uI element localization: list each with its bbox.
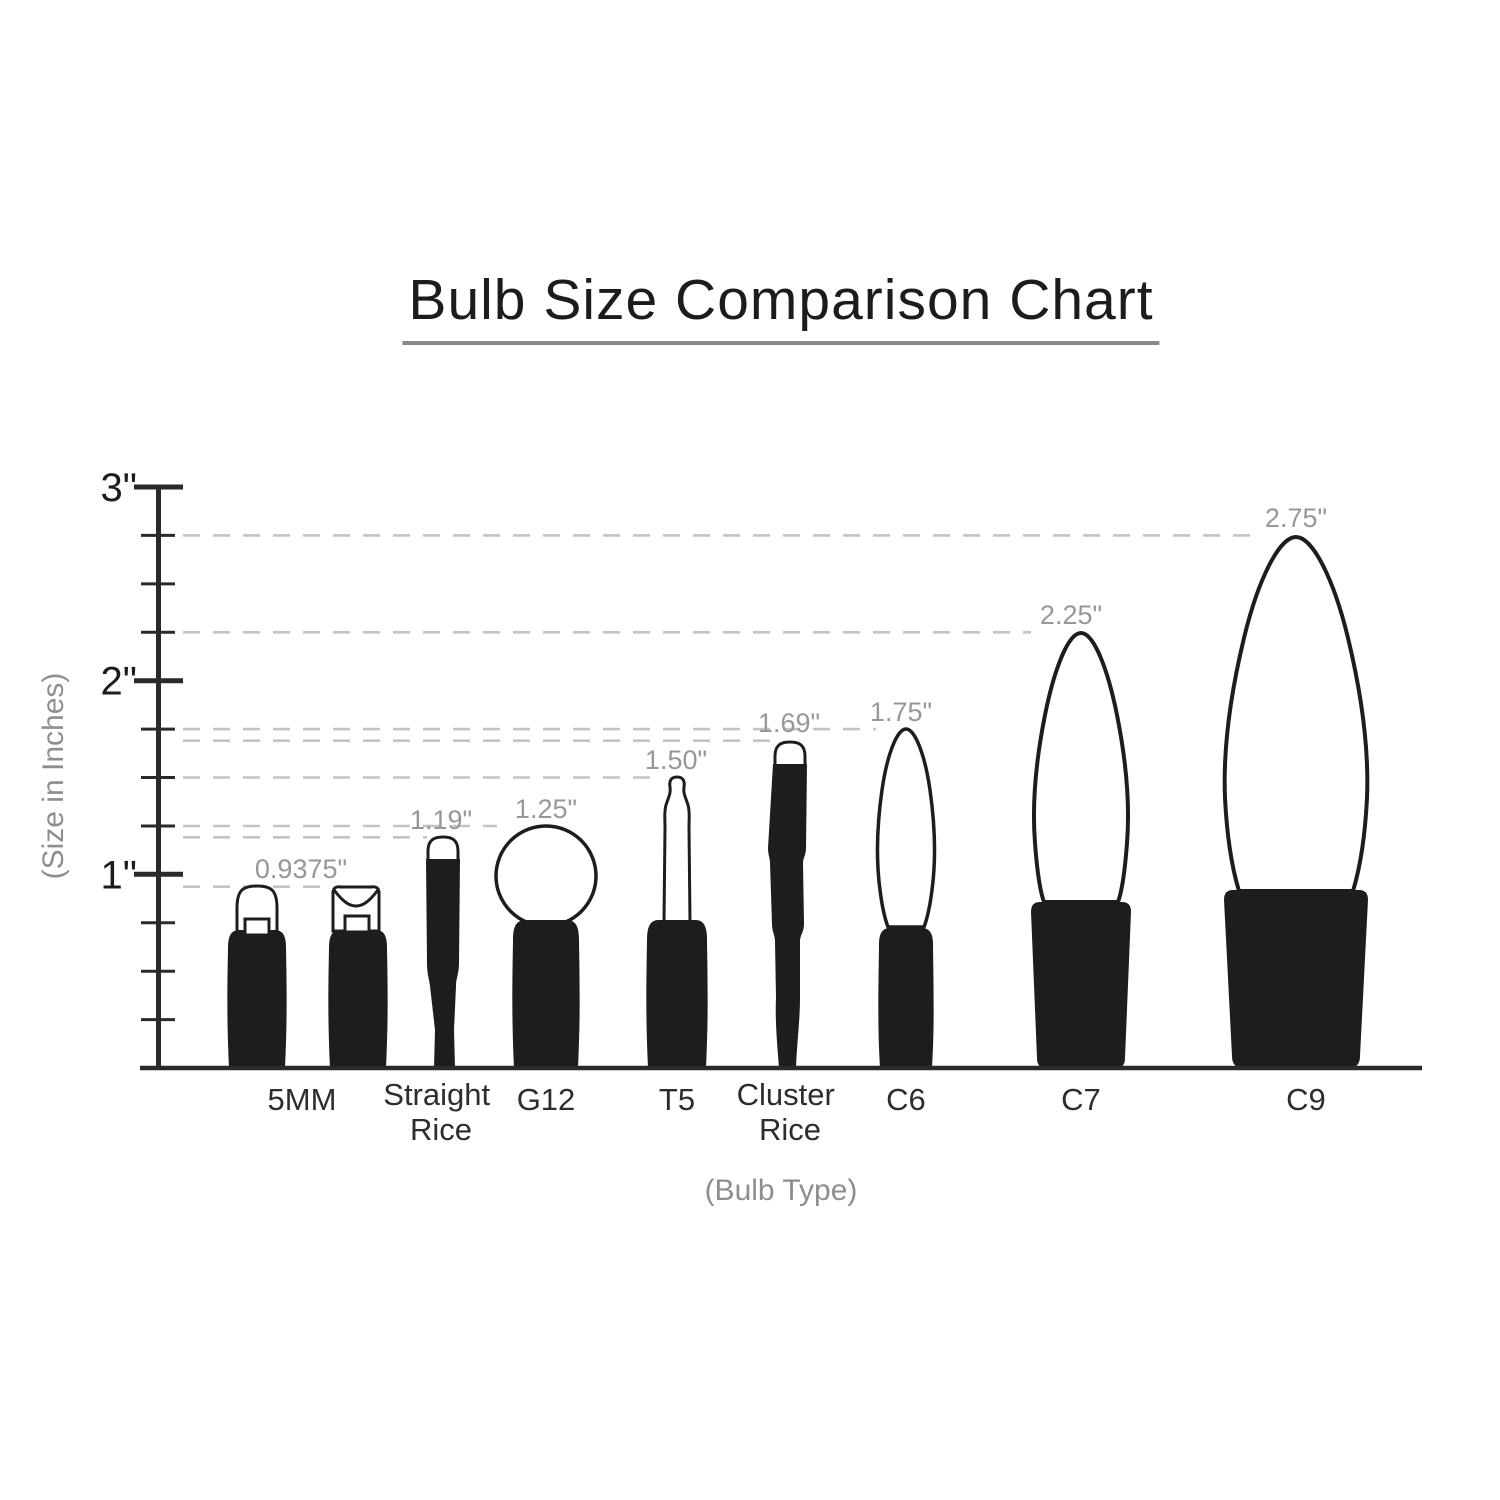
bulb-c7 <box>1031 630 1131 1068</box>
straight-rice-shaft-shape <box>426 859 460 1068</box>
category-label-line: Rice <box>410 1112 472 1147</box>
size-label-straight-rice: 1.19" <box>410 805 472 835</box>
category-label-line: Cluster <box>737 1077 835 1112</box>
bulb-g12 <box>494 824 598 1068</box>
category-label-line: C7 <box>1061 1082 1101 1117</box>
5mm-dome-socket-shape <box>227 930 287 1068</box>
size-labels: 0.9375" 1.19" 1.25" 1.50" 1.69" 1.75" 2.… <box>255 503 1327 884</box>
5mm-concave-clip-notch <box>343 914 371 934</box>
bulb-5mm-concave <box>328 885 388 1068</box>
category-label-cluster-rice: Cluster Rice <box>737 1077 844 1147</box>
bulb-cluster-rice <box>768 740 807 1068</box>
size-label-t5: 1.50" <box>645 745 707 775</box>
category-label-line: Rice <box>759 1112 821 1147</box>
x-axis-caption: (Bulb Type) <box>705 1174 858 1207</box>
y-tick-label-3in: 3" <box>101 466 137 510</box>
size-label-c7: 2.25" <box>1040 600 1102 630</box>
size-label-g12: 1.25" <box>515 794 577 824</box>
bulb-c6 <box>875 727 937 1068</box>
c7-socket-shape <box>1031 902 1131 1068</box>
category-label-line: 5MM <box>268 1082 337 1117</box>
guide-lines <box>183 534 1259 889</box>
category-label-c7: C7 <box>1061 1082 1101 1117</box>
size-label-cluster-rice: 1.69" <box>758 708 820 738</box>
g12-globe-shape <box>494 824 598 928</box>
category-label-line: C6 <box>886 1082 926 1117</box>
category-label-line: Straight <box>383 1077 490 1112</box>
bulb-c9 <box>1222 534 1370 1068</box>
category-label-straight-rice: Straight Rice <box>383 1077 498 1147</box>
category-label-c6: C6 <box>886 1082 926 1117</box>
bulb-straight-rice <box>426 835 460 1068</box>
y-tick-label-1in: 1" <box>101 853 137 897</box>
g12-socket-shape <box>512 920 580 1068</box>
category-label-g12: G12 <box>517 1082 576 1117</box>
c7-bulb-shape <box>1032 630 1130 904</box>
bulbs <box>227 534 1370 1068</box>
5mm-concave-socket-shape <box>328 930 388 1068</box>
t5-socket-shape <box>646 920 708 1068</box>
y-tick-label-2in: 2" <box>101 660 137 704</box>
size-label-c9: 2.75" <box>1265 503 1327 533</box>
c6-socket-shape <box>878 928 934 1068</box>
t5-tube-shape <box>662 775 692 924</box>
bulb-t5 <box>646 775 708 1068</box>
category-label-line: C9 <box>1286 1082 1326 1117</box>
category-label-line: T5 <box>659 1082 695 1117</box>
y-axis: 3" 2" 1" (Size in Inches) <box>37 466 183 1070</box>
category-label-5mm: 5MM <box>268 1082 337 1117</box>
5mm-concave-top-curve <box>332 889 380 908</box>
cluster-rice-shaft-shape <box>768 764 807 1068</box>
category-label-c9: C9 <box>1286 1082 1326 1117</box>
size-label-5mm: 0.9375" <box>255 854 347 884</box>
y-axis-caption: (Size in Inches) <box>37 673 70 880</box>
category-labels: 5MM Straight Rice G12 T5 Cluster Rice C6… <box>268 1077 1326 1147</box>
5mm-dome-clip-notch <box>243 917 271 937</box>
c9-socket-shape <box>1224 890 1368 1068</box>
category-label-t5: T5 <box>659 1082 695 1117</box>
bulb-5mm-dome <box>227 884 287 1068</box>
c9-bulb-shape <box>1222 534 1370 893</box>
straight-rice-tip-shape <box>426 835 460 868</box>
page-title: Bulb Size Comparison Chart <box>402 272 1160 345</box>
size-label-c6: 1.75" <box>870 697 932 727</box>
c6-bulb-shape <box>875 727 937 929</box>
category-label-line: G12 <box>517 1082 576 1117</box>
